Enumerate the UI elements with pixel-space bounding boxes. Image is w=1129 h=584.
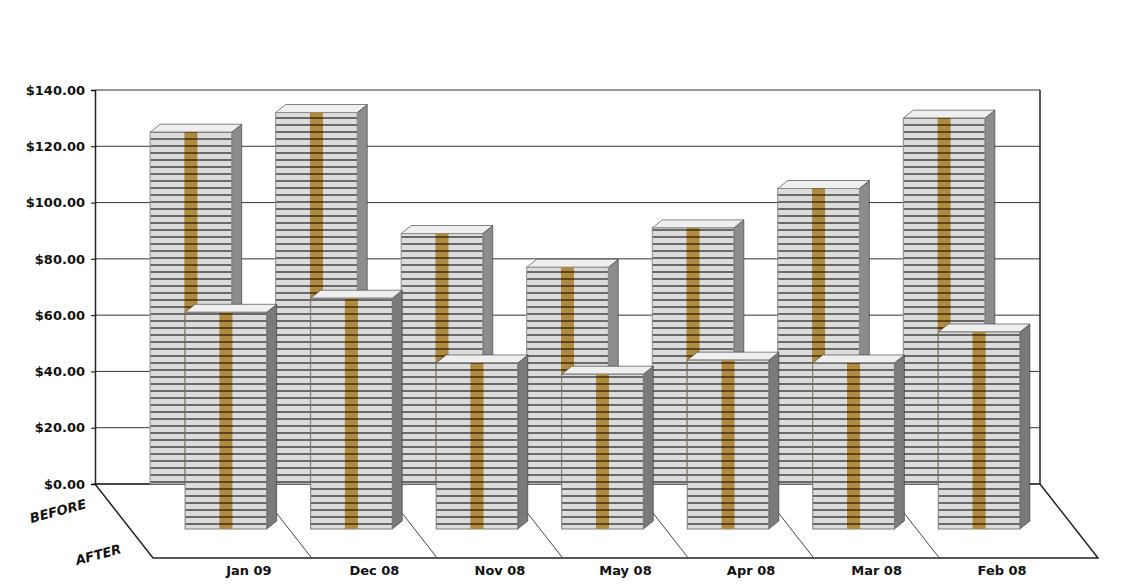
bar [562,366,654,529]
y-tick-label: $40.00 [35,364,85,379]
x-tick: May 08 [599,558,651,578]
bar-face [813,363,895,529]
y-tick-label: $0.00 [44,477,85,492]
y-tick: $120.00 [26,139,95,154]
y-tick: $60.00 [35,308,95,323]
bar-top [938,324,1030,332]
bar-top [185,304,277,312]
y-tick-label: $120.00 [26,139,85,154]
bar-side [267,304,277,529]
bar-band [596,374,609,529]
bar [938,324,1030,529]
bar-band [219,312,232,529]
bar-band [973,332,986,529]
x-tick-label: Apr 08 [727,563,775,578]
bar-side [894,355,904,529]
y-tick-mark [91,428,95,429]
y-tick: $20.00 [35,420,95,435]
series-bars [185,290,1030,529]
x-tick-label: Feb 08 [978,563,1027,578]
bar-top [562,366,654,374]
bar-band [847,363,860,529]
bar-top [652,220,744,228]
grid-line [95,90,1040,91]
bar [687,352,779,529]
bar-band [722,360,735,529]
bar-side [769,352,779,529]
bar-top [276,105,368,113]
bar-top [687,352,779,360]
y-tick-mark [91,146,95,147]
x-tick: Apr 08 [727,558,775,578]
chart: $0.00 $20.00 $40.00 $60.00 $80.00 $100.00 $120… [0,0,1129,584]
y-tick-label: $60.00 [35,308,85,323]
bar-top [813,355,905,363]
bar-top [903,110,995,118]
bar-top [150,124,242,132]
bar [311,290,403,529]
bar-top [401,226,493,234]
bar-face [185,312,267,529]
x-tick: Feb 08 [978,558,1027,578]
bar-face [687,360,769,529]
bar-top [311,290,403,298]
y-tick: $100.00 [26,195,95,210]
x-tick: Nov 08 [475,558,526,578]
bar-side [392,290,402,529]
x-axis: Jan 09 Dec 08 Nov 08 May 08 Apr 08 Mar 08 Feb … [225,558,1026,578]
y-tick: $40.00 [35,364,95,379]
bar-side [1020,324,1030,529]
y-axis-line [91,91,96,485]
y-tick-mark [91,90,95,91]
y-tick-label: $80.00 [35,252,85,267]
y-tick: $80.00 [35,252,95,267]
bar-face [311,298,393,529]
y-tick-mark [91,315,95,316]
y-tick-label: $140.00 [26,83,85,98]
y-tick: $140.00 [26,83,95,98]
y-tick-mark [91,259,95,260]
bar-top [778,181,870,189]
wall-edge [1039,90,1041,484]
bar [813,355,905,529]
y-tick-mark [91,203,95,204]
bar-side [518,355,528,529]
bar-band [345,298,358,529]
bar [185,304,277,529]
bar-face [562,374,644,529]
bar [436,355,528,529]
x-tick: Dec 08 [349,558,399,578]
series-label: AFTER [73,541,123,568]
y-tick-label: $100.00 [26,195,85,210]
x-tick: Jan 09 [225,558,271,578]
y-tick-label: $20.00 [35,420,85,435]
x-tick-label: Dec 08 [349,563,399,578]
bar-top [527,259,619,267]
x-tick: Mar 08 [851,558,902,578]
x-tick-label: May 08 [599,563,651,578]
bar-face [436,363,518,529]
bar-top [436,355,528,363]
y-tick: $0.00 [44,477,95,492]
y-tick-mark [91,371,95,372]
bar-side [643,366,653,529]
y-tick-mark [91,484,95,485]
x-tick-label: Jan 09 [225,563,271,578]
x-tick-label: Nov 08 [475,563,526,578]
x-tick-label: Mar 08 [851,563,902,578]
bar-band [470,363,483,529]
bar-face [938,332,1020,529]
plot-area [150,105,1030,529]
series-label: BEFORE [28,496,88,525]
y-axis: $0.00 $20.00 $40.00 $60.00 $80.00 $100.00 $120… [26,83,96,492]
